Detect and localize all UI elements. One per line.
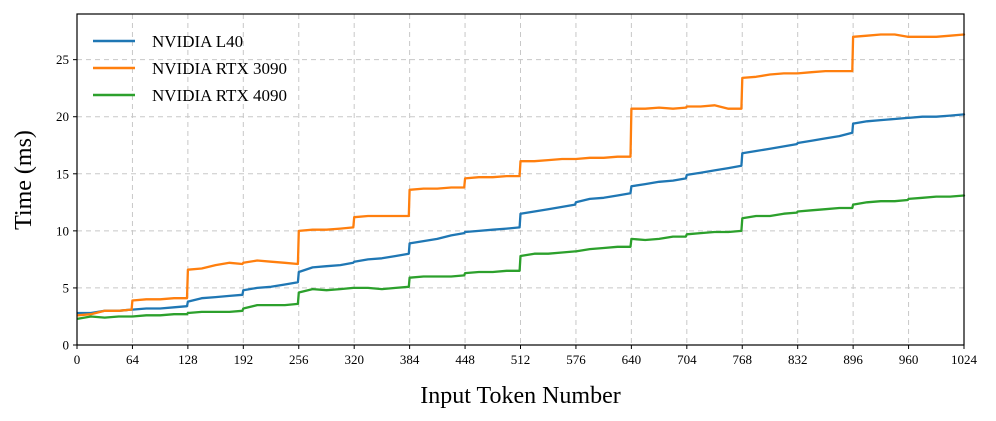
x-tick-label: 768: [733, 352, 753, 367]
axis-ticks: 0 64 128 192 256 320 384 448 512 576 640 704 768 832 8…: [56, 52, 978, 367]
legend-label-nvidia-rtx-3090: NVIDIA RTX 3090: [152, 59, 287, 78]
y-tick-label: 10: [56, 223, 69, 238]
x-tick-label: 256: [289, 352, 309, 367]
x-tick-label: 896: [843, 352, 863, 367]
x-tick-label: 0: [74, 352, 81, 367]
y-tick-label: 15: [56, 166, 69, 181]
legend-label-nvidia-rtx-4090: NVIDIA RTX 4090: [152, 86, 287, 105]
x-tick-label: 128: [178, 352, 198, 367]
series-lines: [76, 33, 966, 320]
y-tick-label: 0: [63, 338, 70, 353]
x-axis-title: Input Token Number: [420, 383, 621, 409]
x-tick-label: 384: [400, 352, 420, 367]
legend: NVIDIA L40 NVIDIA RTX 3090 NVIDIA RTX 4090: [93, 32, 287, 105]
x-tick-label: 960: [899, 352, 919, 367]
series-line-nvidia-rtx-3090: [76, 33, 966, 317]
y-tick-label: 25: [56, 52, 69, 67]
x-tick-label: 320: [344, 352, 364, 367]
x-tick-label: 64: [126, 352, 140, 367]
x-tick-label: 640: [622, 352, 642, 367]
x-tick-label: 192: [234, 352, 254, 367]
y-tick-label: 20: [56, 109, 69, 124]
x-tick-label: 576: [566, 352, 586, 367]
series-line-nvidia-rtx-4090: [76, 194, 966, 320]
x-tick-label: 704: [677, 352, 697, 367]
series-line-nvidia-l40: [76, 113, 966, 315]
y-tick-label: 5: [63, 280, 70, 295]
legend-label-nvidia-l40: NVIDIA L40: [152, 32, 243, 51]
x-tick-label: 1024: [951, 352, 978, 367]
x-tick-label: 448: [455, 352, 475, 367]
x-tick-label: 832: [788, 352, 808, 367]
x-tick-label: 512: [511, 352, 531, 367]
y-axis-title: Time (ms): [11, 130, 37, 230]
